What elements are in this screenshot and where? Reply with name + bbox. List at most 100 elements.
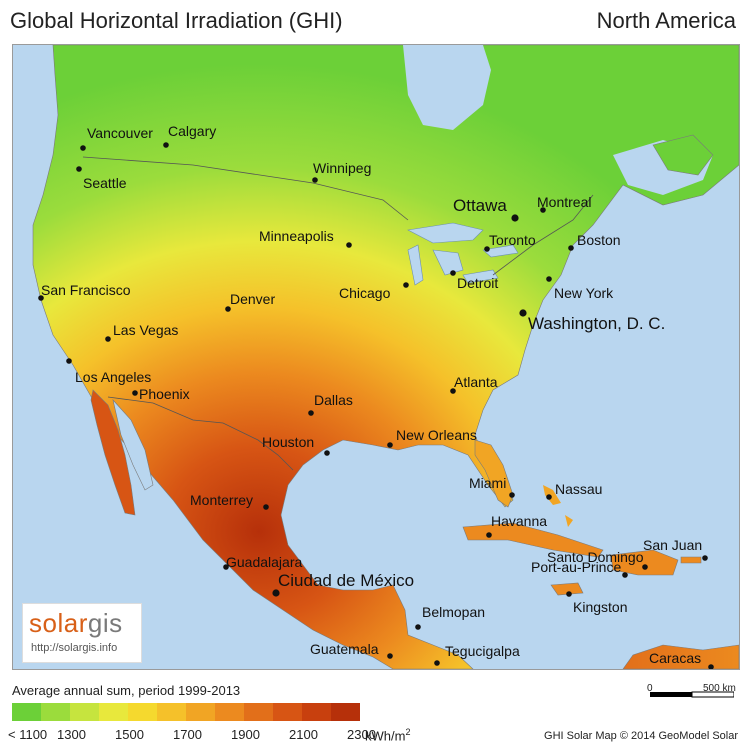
- city-label: Dallas: [314, 392, 353, 408]
- city-label: Phoenix: [139, 386, 190, 402]
- legend-swatch: [70, 703, 99, 721]
- cuba: [462, 522, 604, 558]
- city-marker: [708, 664, 714, 669]
- city-marker: [484, 246, 490, 252]
- gulf-of-california: [112, 398, 154, 491]
- city-marker: [622, 572, 628, 578]
- city-label: Calgary: [168, 123, 216, 139]
- city-label: San Juan: [643, 537, 702, 553]
- hispaniola: [610, 549, 679, 576]
- city-marker: [312, 177, 318, 183]
- city-label: Denver: [230, 291, 275, 307]
- city-marker: [387, 442, 393, 448]
- region-title: North America: [596, 8, 736, 33]
- us-canada-border: [82, 156, 594, 276]
- city-marker: [702, 555, 708, 561]
- logo-wordmark: solargis: [29, 608, 123, 639]
- city-label: Vancouver: [87, 125, 153, 141]
- city-marker: [105, 336, 111, 342]
- city-label: Tegucigalpa: [445, 643, 520, 659]
- city-marker: [66, 358, 72, 364]
- map-credit: GHI Solar Map © 2014 GeoModel Solar: [544, 730, 738, 742]
- legend-ticks: < 1100 1300 1500 1700 1900 2100 2300: [8, 727, 428, 745]
- jamaica: [550, 582, 584, 596]
- city-marker: [415, 624, 421, 630]
- city-label: Minneapolis: [259, 228, 334, 244]
- scale-zero: 0: [647, 683, 653, 694]
- city-marker: [80, 145, 86, 151]
- city-label: Nassau: [555, 481, 602, 497]
- legend-tick-label: 2300: [347, 727, 376, 742]
- city-label: Los Angeles: [75, 369, 151, 385]
- florida: [474, 439, 514, 508]
- city-label: Monterrey: [190, 492, 253, 508]
- legend-tick-label: 1900: [231, 727, 260, 742]
- city-marker: [511, 214, 519, 222]
- legend-swatch: [128, 703, 157, 721]
- legend-swatch: [41, 703, 70, 721]
- city-marker: [450, 270, 456, 276]
- city-label: Santo Domingo: [547, 549, 644, 565]
- legend-tick-label: 1700: [173, 727, 202, 742]
- city-marker: [163, 142, 169, 148]
- puerto-rico: [680, 556, 702, 564]
- legend-swatch: [244, 703, 273, 721]
- map-title: Global Horizontal Irradiation (GHI): [10, 8, 343, 33]
- city-marker: [308, 410, 314, 416]
- city-label: Belmopan: [422, 604, 485, 620]
- city-marker: [434, 660, 440, 666]
- city-label: New Orleans: [396, 427, 477, 443]
- irradiation-map: Vancouver Calgary Seattle Winnipeg Ottawa Mon…: [12, 44, 740, 670]
- city-marker: [509, 492, 515, 498]
- city-marker: [486, 532, 492, 538]
- venezuela-coast: [622, 644, 739, 669]
- legend-swatch: [273, 703, 302, 721]
- city-marker: [263, 504, 269, 510]
- city-marker: [76, 166, 82, 172]
- legend-swatch: [99, 703, 128, 721]
- city-label: Havanna: [491, 513, 547, 529]
- city-marker: [225, 306, 231, 312]
- city-marker: [38, 295, 44, 301]
- legend-swatch: [157, 703, 186, 721]
- city-labels: Vancouver Calgary Seattle Winnipeg Ottawa Mon…: [38, 123, 714, 669]
- hudson-bay: [403, 45, 491, 130]
- legend-swatch: [302, 703, 331, 721]
- legend-tick-label: < 1100: [8, 727, 48, 742]
- great-lakes: [407, 222, 519, 286]
- legend-title: Average annual sum, period 1999-2013: [12, 683, 241, 698]
- city-label: Chicago: [339, 285, 391, 301]
- city-marker: [272, 589, 280, 597]
- legend-tick-label: 1300: [57, 727, 86, 742]
- city-label: Guadalajara: [226, 554, 302, 570]
- legend-tick-label: 2100: [289, 727, 318, 742]
- legend-unit: kWh/m2: [365, 727, 410, 743]
- city-marker: [132, 390, 138, 396]
- city-marker: [642, 564, 648, 570]
- city-label: Detroit: [457, 275, 498, 291]
- city-marker: [450, 388, 456, 394]
- logo-url[interactable]: http://solargis.info: [31, 642, 118, 654]
- city-marker: [387, 653, 393, 659]
- city-marker: [546, 276, 552, 282]
- city-label: Boston: [577, 232, 621, 248]
- city-label: Miami: [469, 475, 506, 491]
- city-marker: [346, 242, 352, 248]
- newfoundland: [652, 134, 714, 176]
- city-marker: [546, 494, 552, 500]
- city-marker: [519, 309, 527, 317]
- scale-label: 500 km: [703, 683, 736, 694]
- us-mexico-border: [107, 396, 294, 471]
- city-marker: [566, 591, 572, 597]
- city-label: Atlanta: [454, 374, 498, 390]
- city-label: Houston: [262, 434, 314, 450]
- solargis-logo[interactable]: solargis http://solargis.info: [22, 603, 142, 663]
- logo-brand-b: gis: [87, 608, 123, 638]
- city-marker: [403, 282, 409, 288]
- city-label: Guatemala: [310, 641, 379, 657]
- baja-california: [90, 389, 136, 516]
- city-marker: [540, 207, 546, 213]
- legend-swatch: [186, 703, 215, 721]
- city-label: Winnipeg: [313, 160, 371, 176]
- city-label: Toronto: [489, 232, 536, 248]
